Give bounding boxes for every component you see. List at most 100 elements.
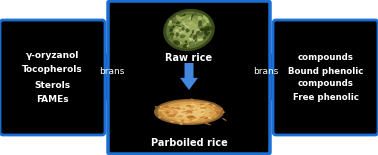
Text: compounds: compounds (297, 80, 353, 89)
Ellipse shape (186, 116, 191, 117)
Ellipse shape (167, 19, 177, 23)
Ellipse shape (173, 26, 175, 28)
Ellipse shape (185, 40, 187, 43)
Ellipse shape (190, 32, 193, 37)
Ellipse shape (155, 106, 157, 108)
Ellipse shape (191, 12, 197, 18)
Ellipse shape (181, 27, 189, 30)
Ellipse shape (167, 108, 172, 110)
Ellipse shape (169, 20, 172, 23)
Ellipse shape (170, 107, 178, 109)
Ellipse shape (191, 14, 193, 20)
Ellipse shape (204, 30, 208, 36)
Ellipse shape (180, 120, 184, 123)
Ellipse shape (197, 38, 203, 41)
Ellipse shape (186, 26, 195, 31)
Ellipse shape (205, 116, 212, 119)
Ellipse shape (174, 113, 177, 115)
Ellipse shape (173, 40, 180, 45)
Ellipse shape (167, 114, 175, 117)
Ellipse shape (192, 118, 198, 121)
Ellipse shape (184, 35, 193, 40)
Polygon shape (188, 25, 375, 129)
Ellipse shape (197, 106, 204, 110)
Ellipse shape (202, 24, 205, 27)
Ellipse shape (209, 107, 212, 109)
Text: Bound phenolic: Bound phenolic (288, 66, 363, 75)
Ellipse shape (165, 109, 172, 113)
Ellipse shape (180, 13, 186, 19)
FancyBboxPatch shape (108, 1, 270, 154)
Ellipse shape (158, 100, 220, 124)
Ellipse shape (158, 110, 165, 111)
Ellipse shape (179, 22, 199, 38)
Ellipse shape (174, 104, 180, 106)
Ellipse shape (218, 107, 223, 110)
Ellipse shape (167, 35, 174, 39)
Ellipse shape (191, 116, 197, 118)
Ellipse shape (169, 32, 175, 37)
Ellipse shape (203, 117, 206, 118)
Ellipse shape (175, 33, 179, 37)
Ellipse shape (190, 98, 194, 100)
Ellipse shape (175, 25, 182, 27)
Text: γ-oryzanol: γ-oryzanol (26, 51, 79, 60)
Ellipse shape (177, 27, 182, 32)
Text: Sterols: Sterols (34, 80, 71, 89)
Ellipse shape (200, 119, 206, 122)
Ellipse shape (187, 117, 192, 120)
Ellipse shape (200, 108, 206, 109)
Ellipse shape (185, 113, 189, 114)
Ellipse shape (175, 30, 180, 32)
Ellipse shape (183, 23, 189, 28)
Ellipse shape (160, 106, 164, 109)
Ellipse shape (178, 23, 188, 27)
Ellipse shape (176, 119, 182, 122)
Text: FAMEs: FAMEs (36, 95, 69, 104)
Ellipse shape (201, 110, 204, 113)
Ellipse shape (199, 116, 205, 118)
Ellipse shape (160, 109, 166, 112)
Ellipse shape (201, 108, 205, 111)
Ellipse shape (173, 109, 179, 111)
Ellipse shape (172, 109, 177, 112)
Ellipse shape (164, 105, 169, 108)
Ellipse shape (191, 34, 199, 38)
Ellipse shape (169, 26, 174, 31)
Ellipse shape (179, 16, 185, 19)
Ellipse shape (204, 28, 209, 33)
Ellipse shape (214, 110, 219, 111)
Ellipse shape (189, 38, 196, 44)
Ellipse shape (170, 120, 176, 122)
Ellipse shape (169, 34, 172, 40)
Ellipse shape (206, 32, 210, 36)
Ellipse shape (161, 105, 167, 108)
Ellipse shape (189, 22, 193, 25)
Ellipse shape (160, 106, 164, 108)
Ellipse shape (189, 116, 195, 118)
Ellipse shape (168, 107, 174, 110)
Ellipse shape (198, 20, 202, 27)
Ellipse shape (180, 35, 186, 38)
Ellipse shape (180, 29, 185, 33)
Ellipse shape (172, 111, 178, 114)
Text: brans: brans (99, 67, 125, 77)
Ellipse shape (200, 104, 204, 107)
Ellipse shape (222, 118, 226, 121)
Ellipse shape (190, 104, 197, 107)
Ellipse shape (200, 107, 206, 108)
Ellipse shape (207, 104, 214, 106)
Ellipse shape (203, 15, 209, 23)
Ellipse shape (183, 44, 189, 48)
Text: compounds: compounds (297, 53, 353, 62)
Ellipse shape (187, 115, 194, 118)
Ellipse shape (186, 45, 189, 47)
Ellipse shape (181, 111, 188, 113)
Ellipse shape (175, 18, 203, 42)
Ellipse shape (163, 9, 215, 51)
Ellipse shape (192, 103, 196, 105)
Polygon shape (3, 25, 190, 129)
Ellipse shape (204, 103, 209, 105)
Ellipse shape (167, 22, 172, 26)
Ellipse shape (199, 17, 208, 19)
